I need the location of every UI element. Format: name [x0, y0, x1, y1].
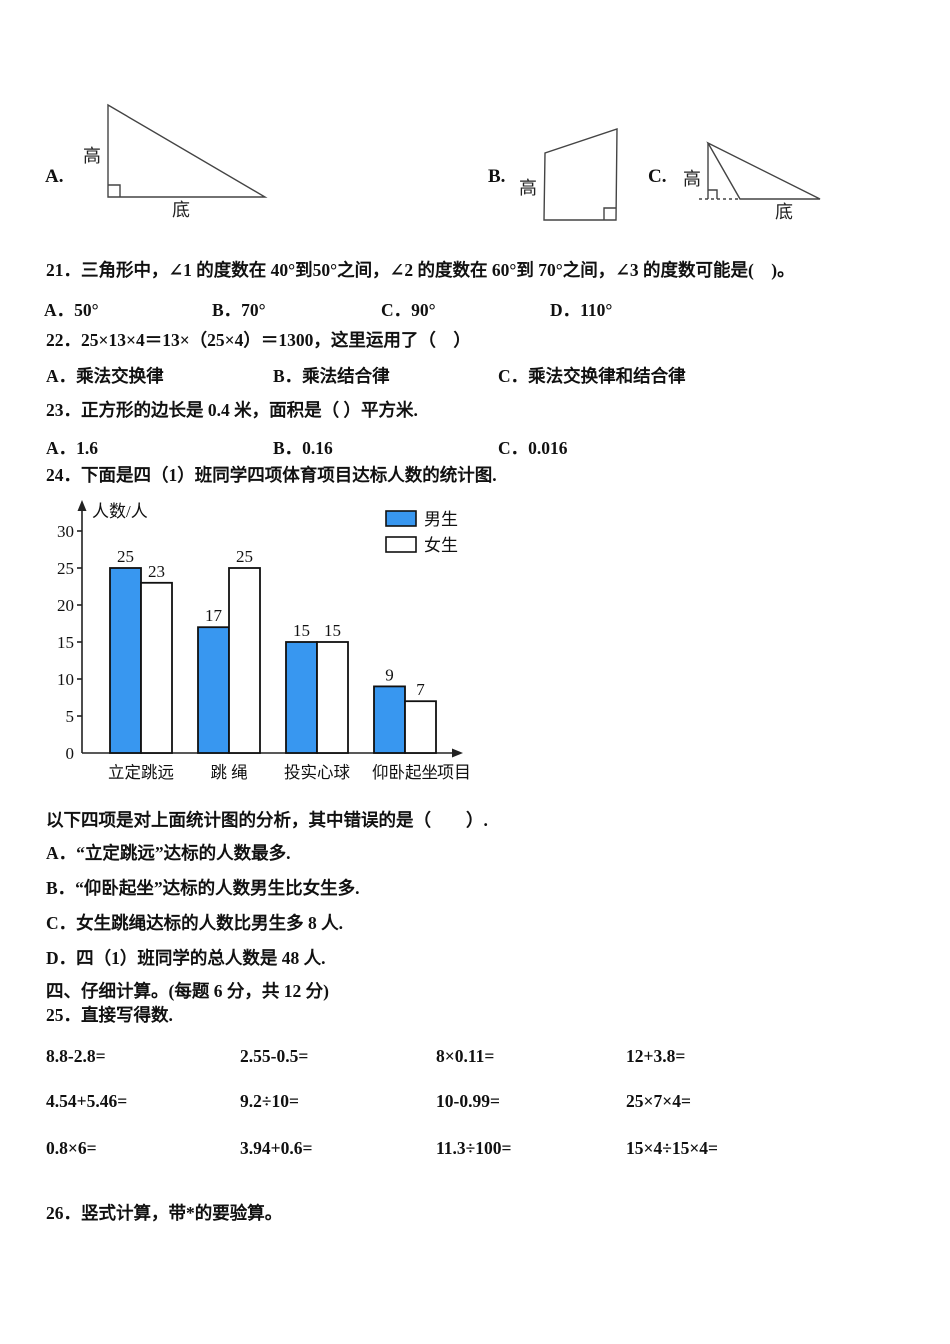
q25-expression: 2.55-0.5= — [240, 1046, 309, 1066]
q24-analysis-text: 以下四项是对上面统计图的分析，其中错误的是（ ）. — [46, 810, 488, 830]
q21-option-b: B．70° — [212, 300, 266, 320]
question-24-text: 24．下面是四（1）班同学四项体育项目达标人数的统计图. — [46, 465, 497, 485]
q25-expression: 10-0.99= — [436, 1091, 500, 1111]
legend-swatch-female — [385, 536, 417, 553]
bar-male — [197, 626, 230, 754]
question-26-text: 26．竖式计算，带*的要验算。 — [46, 1203, 283, 1223]
bar-value-label: 17 — [205, 606, 223, 625]
bar-female — [404, 700, 437, 754]
figure-a-right-triangle: 高 底 — [83, 103, 268, 220]
y-tick-label: 20 — [57, 596, 74, 615]
bar-female — [140, 581, 173, 754]
y-axis-arrow — [77, 500, 87, 511]
q23-option-b: B．0.16 — [273, 438, 333, 458]
y-tick-label: 0 — [66, 744, 75, 763]
figure-a-height-label: 高 — [83, 146, 101, 166]
category-label: 立定跳远 — [108, 763, 174, 782]
q25-expression: 8×0.11= — [436, 1046, 495, 1066]
figure-b-quadrilateral: 高 — [519, 128, 618, 221]
q24-option-c: C．女生跳绳达标的人数比男生多 8 人. — [46, 913, 344, 933]
section-4-title: 四、仔细计算。(每题 6 分，共 12 分) — [46, 981, 329, 1001]
bar-value-label: 9 — [385, 665, 394, 684]
q24-option-a: A．“立定跳远”达标的人数最多. — [46, 843, 291, 863]
q21-option-d: D．110° — [550, 300, 613, 320]
triangle-outline — [107, 103, 268, 198]
q25-expression: 4.54+5.46= — [46, 1091, 128, 1111]
bar-value-label: 23 — [148, 562, 165, 581]
y-tick-label: 5 — [66, 707, 75, 726]
q22-option-c: C．乘法交换律和结合律 — [498, 366, 686, 386]
bar-value-label: 25 — [117, 547, 134, 566]
q21-option-c: C．90° — [381, 300, 436, 320]
q25-expression: 12+3.8= — [626, 1046, 686, 1066]
sports-achievement-bar-chart: 0 5 10 15 20 25 30 人数/人项目 25 23 立定跳远 17 25 跳 绳 15 15 投实心… — [57, 500, 471, 782]
legend-swatch-male — [385, 510, 417, 527]
figure-c-triangle-external-height: 高 底 — [683, 141, 821, 222]
right-angle-mark — [108, 184, 121, 197]
bar-male — [373, 685, 406, 754]
q22-option-a: A．乘法交换律 — [46, 366, 164, 386]
question-23-text: 23．正方形的边长是 0.4 米，面积是（ ）平方米. — [46, 400, 418, 420]
y-tick-label: 10 — [57, 670, 74, 689]
q25-expression: 3.94+0.6= — [240, 1138, 313, 1158]
quadrilateral-outline — [543, 128, 618, 221]
q24-option-b: B．“仰卧起坐”达标的人数男生比女生多. — [46, 878, 360, 898]
q25-expression: 15×4÷15×4= — [626, 1138, 719, 1158]
y-tick-label: 30 — [57, 522, 74, 541]
figure-b-height-label: 高 — [519, 178, 537, 198]
legend-label-male: 男生 — [424, 510, 458, 529]
figure-b-label: B. — [488, 166, 506, 187]
question-21-text: 21．三角形中，∠1 的度数在 40°到50°之间，∠2 的度数在 60°到 7… — [46, 260, 795, 280]
x-axis-arrow — [452, 748, 463, 758]
bar-female — [228, 567, 261, 754]
category-label: 仰卧起坐 — [372, 763, 438, 782]
category-label: 跳 绳 — [210, 763, 247, 782]
y-axis-title: 人数/人 — [92, 502, 148, 521]
x-axis-title: 项目 — [437, 763, 471, 782]
triangle-outline — [706, 141, 821, 200]
q25-expression: 11.3÷100= — [436, 1138, 512, 1158]
bar-male — [285, 641, 318, 754]
category-label: 投实心球 — [284, 763, 351, 782]
right-angle-mark — [603, 207, 616, 220]
q25-expression: 9.2÷10= — [240, 1091, 299, 1111]
question-25-title: 25．直接写得数. — [46, 1005, 173, 1025]
bar-value-label: 15 — [293, 621, 310, 640]
right-angle-mark — [708, 189, 718, 199]
q21-option-a: A．50° — [44, 300, 99, 320]
q24-option-d: D．四（1）班同学的总人数是 48 人. — [46, 948, 326, 968]
bar-value-label: 25 — [236, 547, 253, 566]
q22-option-b: B．乘法结合律 — [273, 366, 390, 386]
bar-male — [109, 567, 142, 754]
figure-c-base-label: 底 — [775, 202, 793, 222]
figure-a-label: A. — [45, 166, 64, 187]
q23-option-a: A．1.6 — [46, 438, 99, 458]
question-22-text: 22．25×13×4＝13×（25×4）＝1300，这里运用了（ ） — [46, 330, 471, 350]
figure-c-label: C. — [648, 166, 667, 187]
q23-option-c: C．0.016 — [498, 438, 568, 458]
q25-expression: 25×7×4= — [626, 1091, 691, 1111]
legend-label-female: 女生 — [424, 536, 458, 555]
figure-c-height-label: 高 — [683, 169, 701, 189]
y-tick-label: 15 — [57, 633, 74, 652]
y-tick-label: 25 — [57, 559, 74, 578]
bar-value-label: 15 — [324, 621, 341, 640]
bar-value-label: 7 — [416, 680, 425, 699]
bar-female — [316, 641, 349, 754]
q25-expression: 0.8×6= — [46, 1138, 97, 1158]
figure-a-base-label: 底 — [172, 200, 190, 220]
q25-expression: 8.8-2.8= — [46, 1046, 106, 1066]
